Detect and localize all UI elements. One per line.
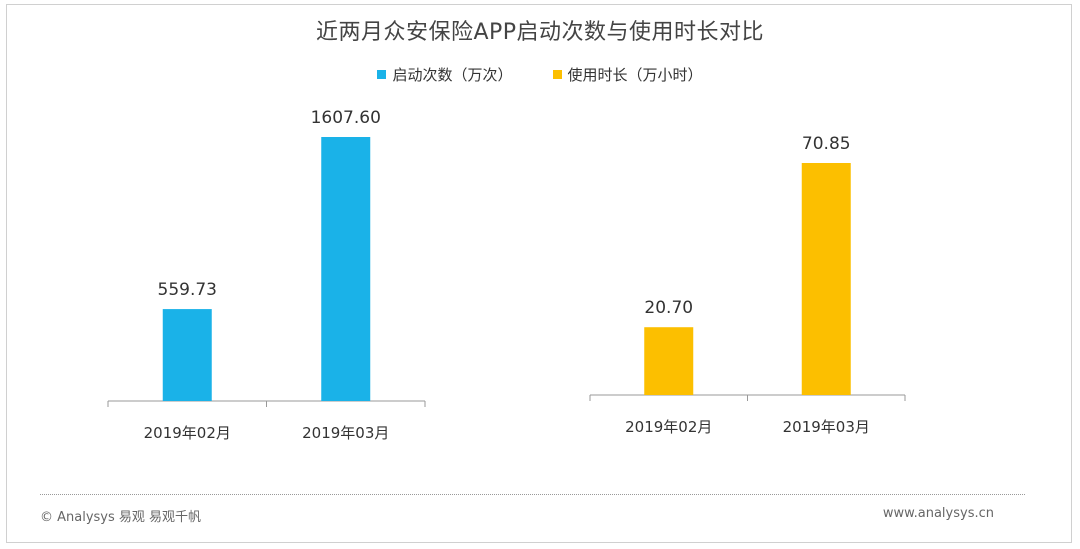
data-label-duration-1: 70.85	[802, 134, 851, 154]
chart-title: 近两月众安保险APP启动次数与使用时长对比	[315, 20, 765, 45]
data-label-launches-0: 559.73	[158, 280, 217, 300]
bar-duration-1	[801, 163, 851, 395]
tick-label-launches-1: 2019年03月	[302, 424, 389, 442]
legend-label-launches: 启动次数（万次）	[392, 66, 513, 84]
footer-website: www.analysys.cn	[882, 506, 994, 521]
bar-launches-1	[321, 137, 371, 401]
data-label-launches-1: 1607.60	[311, 108, 381, 128]
legend-item-launches: 启动次数（万次）	[377, 64, 513, 85]
footer-copyright: © Analysys 易观 易观千帆	[40, 510, 202, 525]
bar-launches-0	[162, 309, 212, 401]
legend-item-duration: 使用时长（万小时）	[552, 64, 703, 85]
footer-divider	[40, 494, 1025, 495]
tick-label-duration-1: 2019年03月	[783, 418, 870, 436]
legend-label-duration: 使用时长（万小时）	[567, 66, 703, 84]
chart-frame	[6, 4, 1072, 543]
chart-legend: 启动次数（万次） 使用时长（万小时）	[0, 64, 1080, 85]
tick-label-duration-0: 2019年02月	[625, 418, 712, 436]
bar-duration-0	[644, 327, 694, 395]
tick-label-launches-0: 2019年02月	[144, 424, 231, 442]
data-label-duration-0: 20.70	[644, 298, 693, 318]
legend-swatch-launches	[377, 70, 387, 79]
legend-swatch-duration	[552, 70, 562, 79]
